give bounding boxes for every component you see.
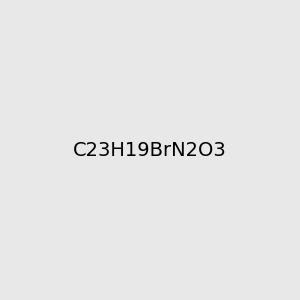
Text: C23H19BrN2O3: C23H19BrN2O3 (73, 140, 227, 160)
